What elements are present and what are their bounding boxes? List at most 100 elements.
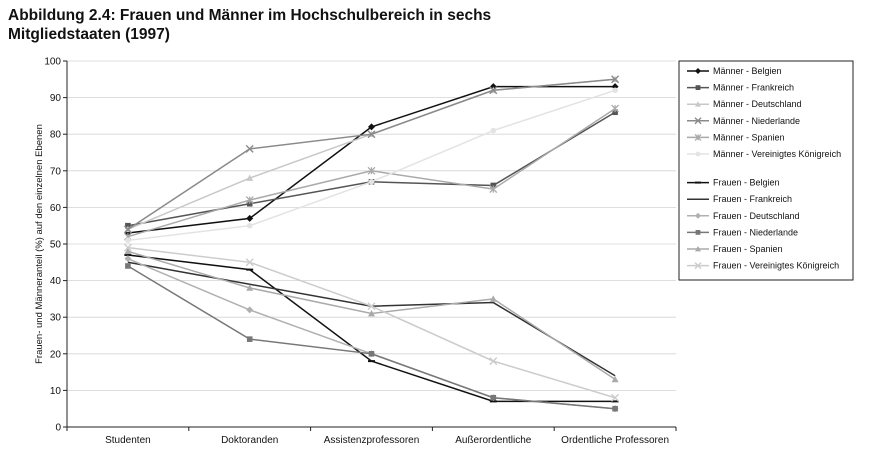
data-point bbox=[695, 151, 701, 157]
legend-label: Männer - Spanien bbox=[713, 132, 785, 142]
series bbox=[127, 261, 616, 377]
data-point bbox=[246, 222, 253, 229]
y-tick-label: 60 bbox=[50, 203, 62, 214]
y-tick-label: 80 bbox=[50, 130, 62, 141]
data-point bbox=[695, 68, 701, 74]
data-point bbox=[368, 351, 375, 357]
gridlines bbox=[67, 60, 676, 391]
data-point bbox=[611, 375, 619, 383]
legend-item: Frauen - Niederlande bbox=[687, 227, 798, 237]
data-point bbox=[123, 225, 132, 234]
legend-label: Männer - Belgien bbox=[713, 66, 782, 76]
data-point bbox=[368, 123, 375, 131]
data-point bbox=[246, 284, 254, 291]
legend-item: Männer - Spanien bbox=[687, 132, 785, 142]
data-point bbox=[611, 393, 620, 402]
data-point bbox=[489, 357, 498, 366]
data-point bbox=[368, 178, 375, 185]
y-axis-label: Frauen- und Männeranteil (%) auf den ein… bbox=[34, 124, 45, 364]
x-tick-label: Ordentliche Professoren bbox=[561, 435, 669, 446]
x-tick-label: Studenten bbox=[105, 435, 151, 446]
data-point bbox=[695, 85, 701, 90]
legend: Männer - Belgien Männer - Frankreich Männe… bbox=[678, 60, 854, 281]
data-point bbox=[612, 87, 618, 94]
series bbox=[123, 243, 620, 402]
data-point bbox=[125, 222, 131, 229]
y-tick-label: 40 bbox=[50, 276, 62, 287]
legend-label: Frauen - Belgien bbox=[713, 178, 780, 188]
data-point bbox=[695, 230, 701, 235]
series-layer bbox=[123, 75, 620, 413]
data-point bbox=[695, 101, 701, 107]
legend-label: Frauen - Frankreich bbox=[713, 194, 792, 204]
data-point bbox=[489, 185, 498, 194]
legend-label: Frauen - Deutschland bbox=[713, 211, 800, 221]
data-point bbox=[367, 302, 376, 311]
series bbox=[123, 75, 620, 234]
legend-label: Männer - Niederlande bbox=[713, 116, 800, 126]
legend-label: Frauen - Vereinigtes Königreich bbox=[713, 261, 839, 271]
chart-title: Abbildung 2.4: Frauen und Männer im Hoch… bbox=[8, 7, 492, 43]
legend-item: Frauen - Deutschland bbox=[687, 211, 800, 221]
series-line bbox=[127, 265, 616, 410]
data-point bbox=[695, 212, 701, 219]
legend-label: Männer - Deutschland bbox=[713, 99, 802, 109]
series-line bbox=[127, 261, 616, 377]
series-line bbox=[127, 78, 616, 230]
series-line bbox=[127, 254, 616, 403]
data-point bbox=[489, 295, 497, 302]
data-point bbox=[245, 258, 254, 267]
x-tick-label: Doktoranden bbox=[221, 435, 278, 446]
data-point bbox=[124, 247, 132, 255]
data-point bbox=[124, 255, 132, 263]
legend-item: Frauen - Frankreich bbox=[687, 194, 792, 204]
series-line bbox=[127, 246, 616, 399]
data-point bbox=[246, 200, 253, 207]
data-point bbox=[368, 310, 375, 317]
series bbox=[125, 263, 618, 412]
legend-label: Männer - Vereinigtes Königreich bbox=[713, 149, 841, 159]
axes: 0 10 20 30 40 50 60 70 80 90 100 Studenten Doktorand… bbox=[44, 57, 677, 446]
data-point bbox=[246, 214, 254, 222]
series-line bbox=[127, 89, 616, 242]
series-line bbox=[127, 78, 616, 231]
data-point bbox=[489, 86, 498, 95]
data-point bbox=[611, 104, 620, 113]
series-line bbox=[127, 257, 616, 410]
data-point bbox=[367, 166, 376, 175]
y-tick-label: 90 bbox=[50, 93, 62, 104]
data-point bbox=[123, 243, 132, 252]
data-point bbox=[490, 394, 497, 401]
legend-item: Männer - Vereinigtes Königreich bbox=[687, 149, 841, 159]
data-point bbox=[694, 262, 702, 270]
y-tick-label: 70 bbox=[50, 166, 62, 177]
legend-item: Frauen - Spanien bbox=[687, 244, 783, 254]
legend-label: Frauen - Niederlande bbox=[713, 227, 798, 237]
data-point bbox=[611, 75, 620, 84]
x-tick-label: Außerordentliche bbox=[455, 435, 532, 446]
data-point bbox=[367, 130, 376, 139]
data-point bbox=[245, 144, 254, 153]
y-tick-label: 30 bbox=[50, 313, 62, 324]
y-tick-label: 0 bbox=[55, 423, 61, 434]
legend-item: Männer - Niederlande bbox=[687, 116, 800, 126]
data-point bbox=[246, 306, 254, 314]
data-point bbox=[245, 196, 254, 205]
series bbox=[125, 87, 618, 244]
data-point bbox=[490, 127, 497, 134]
legend-label: Männer - Frankreich bbox=[713, 83, 794, 93]
legend-label: Frauen - Spanien bbox=[713, 244, 783, 254]
series bbox=[124, 253, 619, 403]
data-point bbox=[490, 182, 497, 189]
series bbox=[124, 247, 619, 383]
legend-item: Männer - Deutschland bbox=[687, 99, 802, 109]
data-point bbox=[246, 174, 254, 181]
legend-item: Männer - Frankreich bbox=[687, 83, 794, 93]
legend-item: Männer - Belgien bbox=[687, 66, 782, 76]
legend-item: Frauen - Belgien bbox=[687, 178, 780, 188]
legend-item: Frauen - Vereinigtes Königreich bbox=[687, 261, 839, 271]
x-tick-label: Assistenzprofessoren bbox=[324, 435, 420, 446]
data-point bbox=[125, 263, 131, 269]
data-point bbox=[125, 237, 131, 244]
